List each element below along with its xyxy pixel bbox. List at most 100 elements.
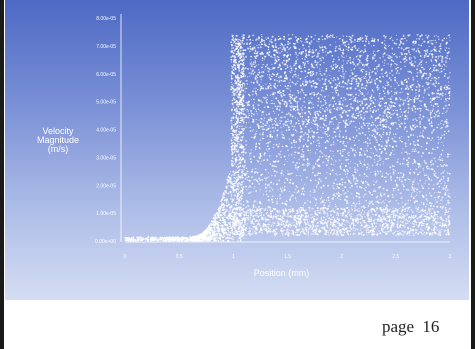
scatter-point xyxy=(427,176,430,179)
scatter-point xyxy=(230,75,233,77)
scatter-point xyxy=(209,232,211,234)
scatter-point xyxy=(443,87,446,89)
scatter-point xyxy=(334,116,337,118)
scatter-point xyxy=(243,159,246,161)
scatter-point xyxy=(220,224,222,227)
scatter-point xyxy=(404,122,406,125)
scatter-point xyxy=(274,234,276,237)
scatter-point xyxy=(268,183,271,185)
scatter-point xyxy=(311,93,313,95)
scatter-point xyxy=(333,220,336,223)
scatter-point xyxy=(387,157,390,160)
scatter-point xyxy=(342,189,345,192)
scatter-point xyxy=(310,214,312,216)
scatter-point xyxy=(298,224,301,227)
scatter-point xyxy=(156,237,158,239)
scatter-point xyxy=(348,214,351,216)
scatter-point xyxy=(349,215,351,217)
scatter-point xyxy=(395,122,398,124)
scatter-point xyxy=(256,171,259,174)
scatter-point xyxy=(290,142,293,145)
scatter-point xyxy=(258,119,260,121)
scatter-point xyxy=(280,156,282,159)
scatter-point xyxy=(425,180,427,182)
scatter-point xyxy=(337,94,340,97)
scatter-point xyxy=(319,73,321,75)
scatter-point xyxy=(263,228,265,230)
scatter-point xyxy=(317,114,320,117)
scatter-point xyxy=(293,218,295,221)
scatter-point xyxy=(285,75,287,77)
scatter-point xyxy=(401,91,403,93)
scatter-point xyxy=(227,218,229,220)
scatter-point xyxy=(230,61,233,63)
scatter-point xyxy=(442,175,445,178)
scatter-point xyxy=(346,48,348,50)
scatter-point xyxy=(223,235,225,238)
scatter-point xyxy=(283,163,286,166)
scatter-point xyxy=(381,107,383,110)
scatter-point xyxy=(210,235,212,237)
scatter-point xyxy=(412,216,415,219)
scatter-point xyxy=(331,35,334,38)
scatter-point xyxy=(329,172,332,175)
scatter-point xyxy=(305,52,307,55)
scatter-point xyxy=(407,77,410,80)
scatter-point xyxy=(257,104,259,106)
scatter-point xyxy=(429,73,432,76)
scatter-point xyxy=(283,45,285,47)
scatter-point xyxy=(212,229,214,232)
scatter-point xyxy=(400,41,402,43)
scatter-point xyxy=(295,39,298,42)
scatter-point xyxy=(421,231,423,233)
scatter-point xyxy=(393,210,396,213)
scatter-point xyxy=(441,39,444,42)
scatter-point xyxy=(260,66,263,69)
scatter-point xyxy=(252,34,255,37)
scatter-point xyxy=(199,236,201,238)
scatter-point xyxy=(214,218,216,220)
scatter-point xyxy=(353,116,356,119)
scatter-point xyxy=(446,55,449,57)
scatter-point xyxy=(386,74,388,76)
scatter-point xyxy=(284,80,286,82)
scatter-point xyxy=(229,205,231,207)
scatter-point xyxy=(217,214,220,217)
scatter-point xyxy=(183,237,186,240)
scatter-point xyxy=(399,104,402,107)
scatter-point xyxy=(433,157,436,160)
scatter-point xyxy=(335,92,338,94)
scatter-point xyxy=(311,74,314,77)
scatter-point xyxy=(339,165,342,168)
scatter-point xyxy=(317,139,319,141)
scatter-point xyxy=(403,217,406,219)
scatter-point xyxy=(264,124,266,127)
scatter-point xyxy=(431,152,433,154)
scatter-point xyxy=(244,215,246,217)
scatter-point xyxy=(415,206,417,208)
scatter-point xyxy=(349,222,351,224)
scatter-point xyxy=(385,48,388,50)
scatter-point xyxy=(225,200,228,203)
scatter-point xyxy=(386,113,388,116)
scatter-point xyxy=(395,55,397,57)
scatter-point xyxy=(298,110,300,112)
scatter-point xyxy=(444,93,447,95)
scatter-point xyxy=(270,38,273,41)
scatter-point xyxy=(361,63,364,66)
scatter-point xyxy=(366,81,369,84)
scatter-point xyxy=(397,158,399,160)
scatter-point xyxy=(265,97,267,99)
scatter-point xyxy=(258,142,261,145)
scatter-point xyxy=(247,175,250,178)
scatter-point xyxy=(385,172,388,174)
scatter-point xyxy=(250,191,252,193)
scatter-point xyxy=(159,239,161,242)
scatter-point xyxy=(223,229,226,232)
scatter-point xyxy=(402,183,404,185)
scatter-point xyxy=(354,109,357,112)
scatter-point xyxy=(360,110,363,113)
scatter-point xyxy=(348,151,350,154)
scatter-point xyxy=(151,236,154,239)
scatter-point xyxy=(219,218,222,221)
